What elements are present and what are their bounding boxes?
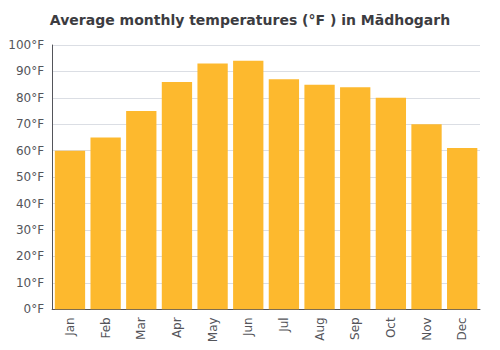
svg-text:60°F: 60°F (16, 144, 44, 158)
svg-text:70°F: 70°F (16, 117, 44, 131)
svg-text:Aug: Aug (313, 317, 327, 340)
svg-text:Mar: Mar (134, 317, 148, 340)
svg-text:Nov: Nov (420, 317, 434, 340)
svg-text:100°F: 100°F (8, 38, 44, 52)
svg-text:80°F: 80°F (16, 91, 44, 105)
svg-text:Jan: Jan (63, 317, 77, 337)
svg-text:Apr: Apr (170, 317, 184, 338)
svg-text:30°F: 30°F (16, 223, 44, 237)
svg-text:Oct: Oct (384, 317, 398, 338)
svg-text:40°F: 40°F (16, 197, 44, 211)
svg-text:Average monthly temperatures (: Average monthly temperatures (°F ) in Mā… (50, 12, 450, 28)
svg-text:0°F: 0°F (24, 302, 45, 316)
svg-text:Sep: Sep (348, 317, 362, 340)
svg-text:Jul: Jul (277, 317, 291, 332)
svg-text:Feb: Feb (99, 317, 113, 338)
svg-text:10°F: 10°F (16, 276, 44, 290)
svg-text:50°F: 50°F (16, 170, 44, 184)
svg-text:May: May (206, 317, 220, 342)
svg-text:Dec: Dec (455, 317, 469, 340)
svg-text:Jun: Jun (241, 317, 255, 337)
svg-text:20°F: 20°F (16, 249, 44, 263)
svg-text:90°F: 90°F (16, 64, 44, 78)
